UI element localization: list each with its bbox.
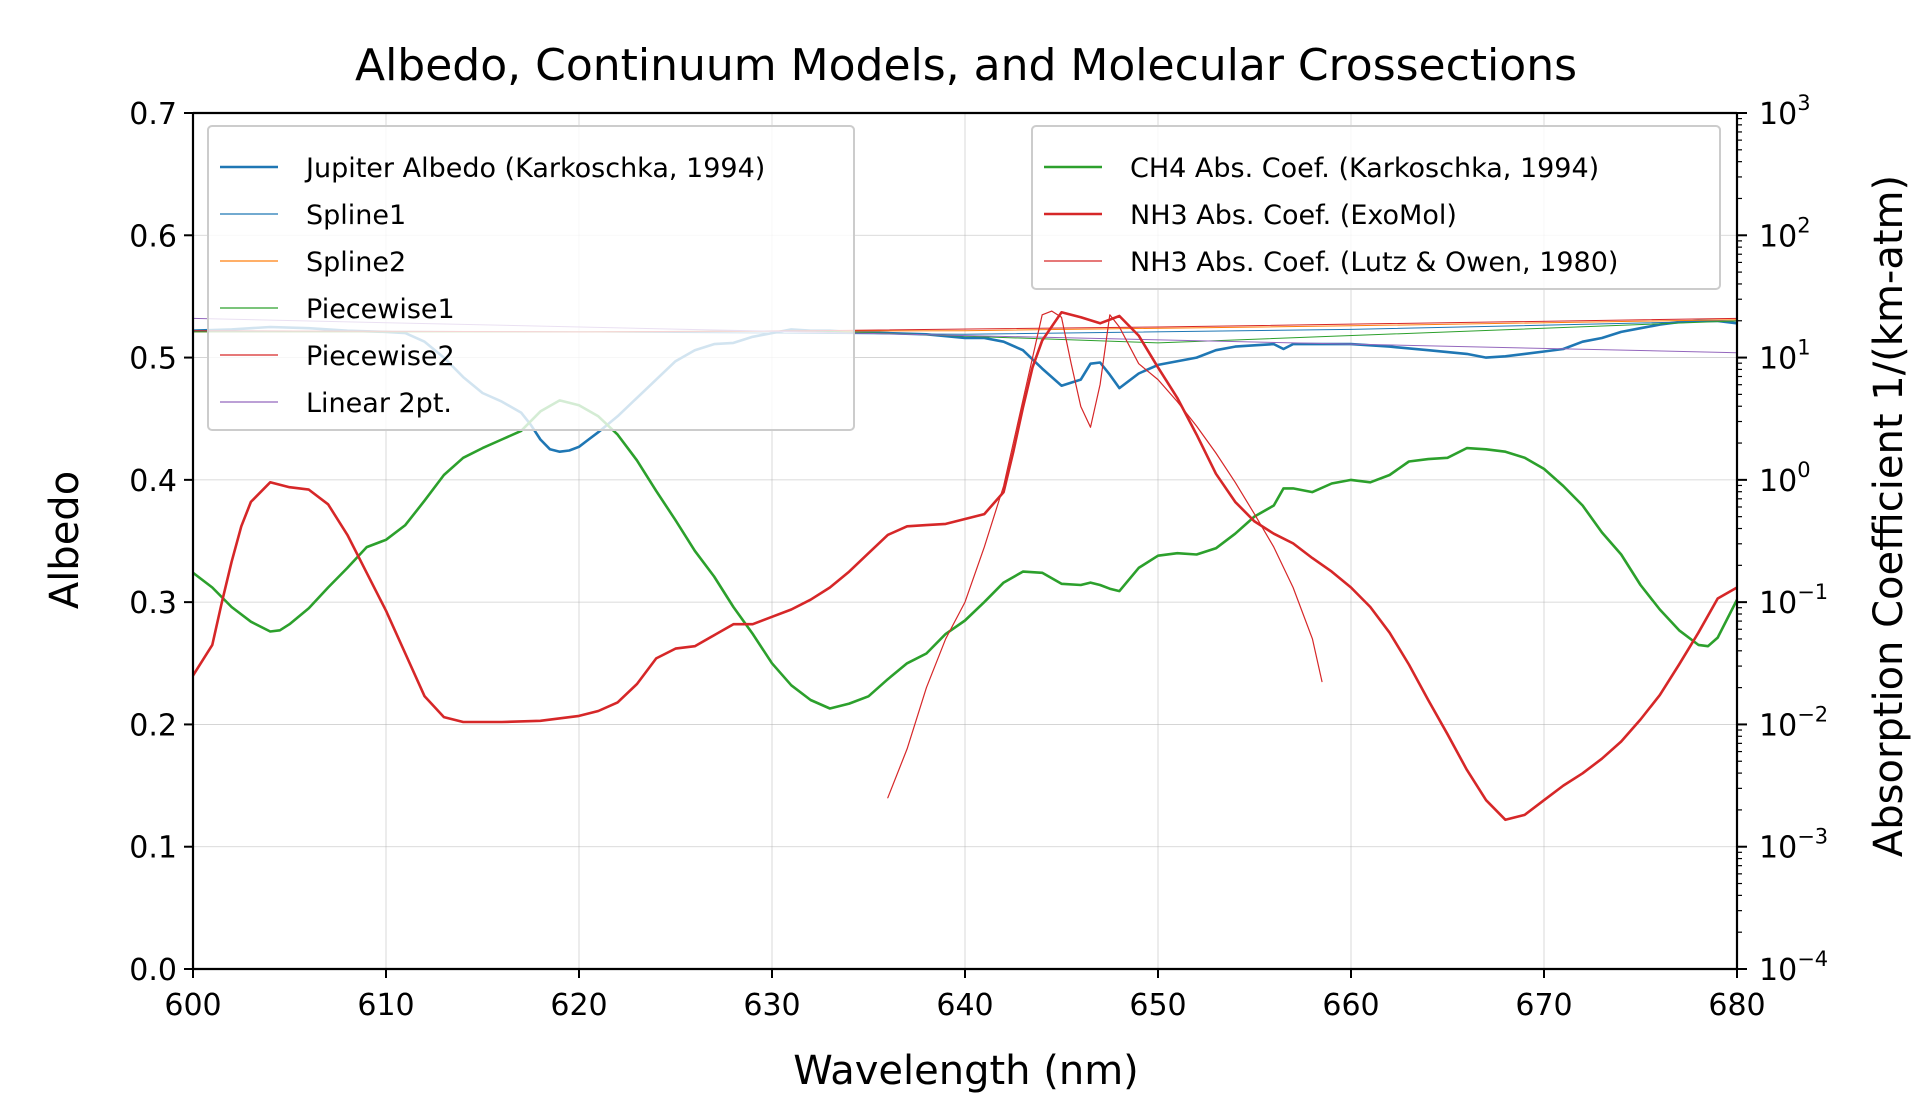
x-axis-label: Wavelength (nm)	[793, 1048, 1139, 1094]
legend-right-label: NH3 Abs. Coef. (Lutz & Owen, 1980)	[1130, 247, 1618, 278]
y-right-tick-label: 101	[1759, 336, 1811, 377]
y-right-tick-label: 10−1	[1759, 580, 1828, 621]
y-right-tick-label: 103	[1759, 91, 1811, 132]
series-line-7	[193, 311, 1737, 822]
y-right-axis-label: Absorption Coefficient 1/(km-atm)	[1866, 175, 1912, 857]
x-tick-label: 600	[164, 988, 221, 1023]
legends: Jupiter Albedo (Karkoschka, 1994) Spline1…	[207, 125, 1721, 431]
y-tick-label: 0.6	[129, 219, 177, 254]
y-tick-label: 0.3	[129, 586, 177, 621]
legend-left-label: Piecewise1	[306, 294, 455, 325]
x-tick-label: 640	[936, 988, 993, 1023]
y-right-tick-label: 100	[1759, 458, 1811, 499]
series-line-8	[887, 310, 1323, 799]
x-tick-label: 610	[357, 988, 414, 1023]
y-tick-label: 0.5	[129, 342, 177, 377]
legend-right-label: CH4 Abs. Coef. (Karkoschka, 1994)	[1130, 153, 1599, 184]
y-axis-label: Albedo	[42, 471, 88, 609]
chart-title: Albedo, Continuum Models, and Molecular …	[355, 40, 1577, 91]
legend-left-label: Spline2	[306, 247, 406, 278]
y-tick-label: 0.4	[129, 464, 177, 499]
legend-left-label: Spline1	[306, 200, 406, 231]
legend-left-label: Jupiter Albedo (Karkoschka, 1994)	[304, 153, 765, 184]
y-tick-label: 0.1	[129, 831, 177, 866]
series-line-6	[193, 399, 1737, 710]
y-tick-label: 0.2	[129, 708, 177, 743]
legend-left-label: Piecewise2	[306, 341, 455, 372]
x-tick-label: 670	[1515, 988, 1572, 1023]
y-right-tick-label: 10−2	[1759, 702, 1828, 743]
axes: 600 610 620 630 640 650 660 670 680 0.0 0.1 0.2 0.3 0…	[129, 91, 1828, 1023]
legend-right-box	[1031, 125, 1721, 290]
legend-left-box	[207, 125, 855, 431]
y-right-tick-label: 10−3	[1759, 825, 1828, 866]
x-tick-label: 650	[1129, 988, 1186, 1023]
y-tick-label: 0.0	[129, 953, 177, 988]
y-tick-label: 0.7	[129, 97, 177, 132]
y-right-tick-label: 102	[1759, 213, 1811, 254]
legend-right-label: NH3 Abs. Coef. (ExoMol)	[1130, 200, 1457, 231]
x-tick-label: 660	[1322, 988, 1379, 1023]
x-tick-label: 630	[743, 988, 800, 1023]
legend-left-label: Linear 2pt.	[306, 388, 452, 419]
x-tick-label: 680	[1708, 988, 1765, 1023]
x-tick-label: 620	[550, 988, 607, 1023]
y-right-tick-label: 10−4	[1759, 947, 1828, 988]
